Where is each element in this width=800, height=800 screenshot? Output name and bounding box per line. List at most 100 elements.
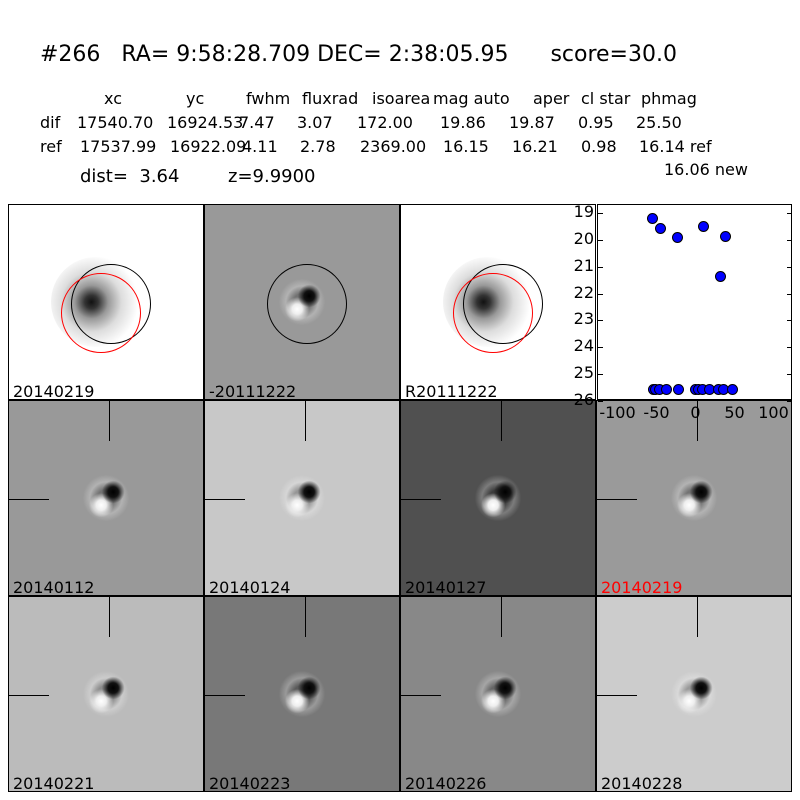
data-point [646, 213, 658, 225]
y-tick-mark [598, 293, 603, 295]
y-tick-mark [787, 213, 792, 215]
data-point [655, 222, 667, 234]
crosshair-horizontal [401, 695, 441, 696]
table-cell: 16.15 [443, 137, 489, 156]
data-point [727, 383, 739, 395]
y-tick-mark [598, 401, 603, 402]
source-blob [76, 468, 136, 528]
table-cell: 7.47 [239, 113, 275, 132]
stamp-panel: 20140219 [596, 400, 792, 596]
stamp-date-label: 20140228 [601, 774, 683, 792]
column-header: phmag [641, 89, 697, 108]
column-header: aper [533, 89, 570, 108]
table-cell: 3.07 [297, 113, 333, 132]
stamp-date-label: R20111222 [405, 382, 498, 400]
stamp-date-label: -20111222 [209, 382, 297, 400]
stamp-panel: 20140219 [8, 204, 204, 400]
data-point [671, 232, 683, 244]
source-blob [664, 664, 724, 724]
stamp-panel: 20140127 [400, 400, 596, 596]
column-header: mag auto [433, 89, 510, 108]
stamp-panel: -20111222 [204, 204, 400, 400]
crosshair-vertical [109, 597, 110, 637]
x-tick-label: -100 [599, 403, 636, 422]
x-tick-label: -50 [643, 403, 670, 422]
x-tick-label: 50 [724, 403, 745, 422]
y-tick-mark [787, 266, 792, 268]
data-point [660, 383, 672, 395]
stamp-panel: 20140124 [204, 400, 400, 596]
stamp-panel: 20140221 [8, 596, 204, 792]
crosshair-vertical [697, 401, 698, 441]
crosshair-horizontal [597, 499, 637, 500]
z-value: z=9.9900 [228, 166, 316, 187]
crosshair-horizontal [9, 695, 49, 696]
row-label: dif [40, 113, 61, 132]
y-tick-label: 26 [573, 390, 594, 409]
crosshair-horizontal [597, 695, 637, 696]
y-tick-label: 23 [573, 309, 594, 329]
y-tick-label: 20 [573, 228, 594, 248]
source-blob [272, 664, 332, 724]
y-tick-label: 21 [573, 255, 594, 275]
stamp-date-label: 20140221 [13, 774, 95, 792]
y-tick-mark [598, 213, 603, 215]
dist-value: dist= 3.64 [80, 166, 180, 187]
y-tick-mark [787, 374, 792, 376]
table-cell: 17537.99 [80, 137, 157, 156]
stamp-panel: 20140112 [8, 400, 204, 596]
source-blob [664, 468, 724, 528]
source-blob [468, 468, 528, 528]
source-blob [76, 664, 136, 724]
y-tick-mark [787, 239, 792, 241]
stamp-panel: R20111222 [400, 204, 596, 400]
aperture-circle [453, 273, 533, 353]
data-point [720, 230, 732, 242]
table-cell: 19.86 [440, 113, 486, 132]
table-cell: 4.11 [242, 137, 278, 156]
crosshair-horizontal [205, 499, 245, 500]
column-header: xc [104, 89, 122, 108]
stamp-date-label: 20140226 [405, 774, 487, 792]
crosshair-vertical [501, 597, 502, 637]
column-header: isoarea [372, 89, 431, 108]
stamp-panel: 20140226 [400, 596, 596, 792]
crosshair-vertical [109, 401, 110, 441]
row-label: ref [40, 137, 62, 156]
y-tick-mark [598, 320, 603, 322]
crosshair-vertical [305, 401, 306, 441]
candidate-title: #266 RA= 9:58:28.709 DEC= 2:38:05.95 sco… [40, 42, 677, 67]
table-cell: 19.87 [509, 113, 555, 132]
crosshair-horizontal [401, 499, 441, 500]
stamp-date-label: 20140223 [209, 774, 291, 792]
stamp-date-label: 20140219 [601, 578, 683, 596]
table-cell: 17540.70 [77, 113, 154, 132]
data-point [697, 221, 709, 233]
crosshair-horizontal [9, 499, 49, 500]
table-cell: 172.00 [357, 113, 413, 132]
column-header: yc [186, 89, 205, 108]
y-tick-mark [598, 347, 603, 349]
crosshair-horizontal [205, 695, 245, 696]
crosshair-vertical [305, 597, 306, 637]
stamp-grid: 20140219 -20111222 R20111222 20140112 201401… [8, 204, 792, 792]
stamp-date-label: 20140124 [209, 578, 291, 596]
y-tick-mark [787, 401, 792, 402]
crosshair-vertical [697, 597, 698, 637]
y-tick-label: 25 [573, 363, 594, 383]
aperture-circle [61, 273, 141, 353]
data-point [672, 383, 684, 395]
aperture-circle [267, 264, 347, 344]
stamp-date-label: 20140112 [13, 578, 95, 596]
stamp-date-label: 20140219 [13, 382, 95, 400]
y-tick-mark [598, 374, 603, 376]
stamp-panel: 20140228 [596, 596, 792, 792]
column-header: fluxrad [302, 89, 359, 108]
source-blob [468, 664, 528, 724]
table-cell: 25.50 [636, 113, 682, 132]
y-tick-mark [787, 293, 792, 295]
y-tick-mark [787, 347, 792, 349]
y-tick-label: 22 [573, 282, 594, 302]
y-tick-label: 19 [573, 202, 594, 222]
table-cell: 16.14 ref [639, 137, 712, 156]
